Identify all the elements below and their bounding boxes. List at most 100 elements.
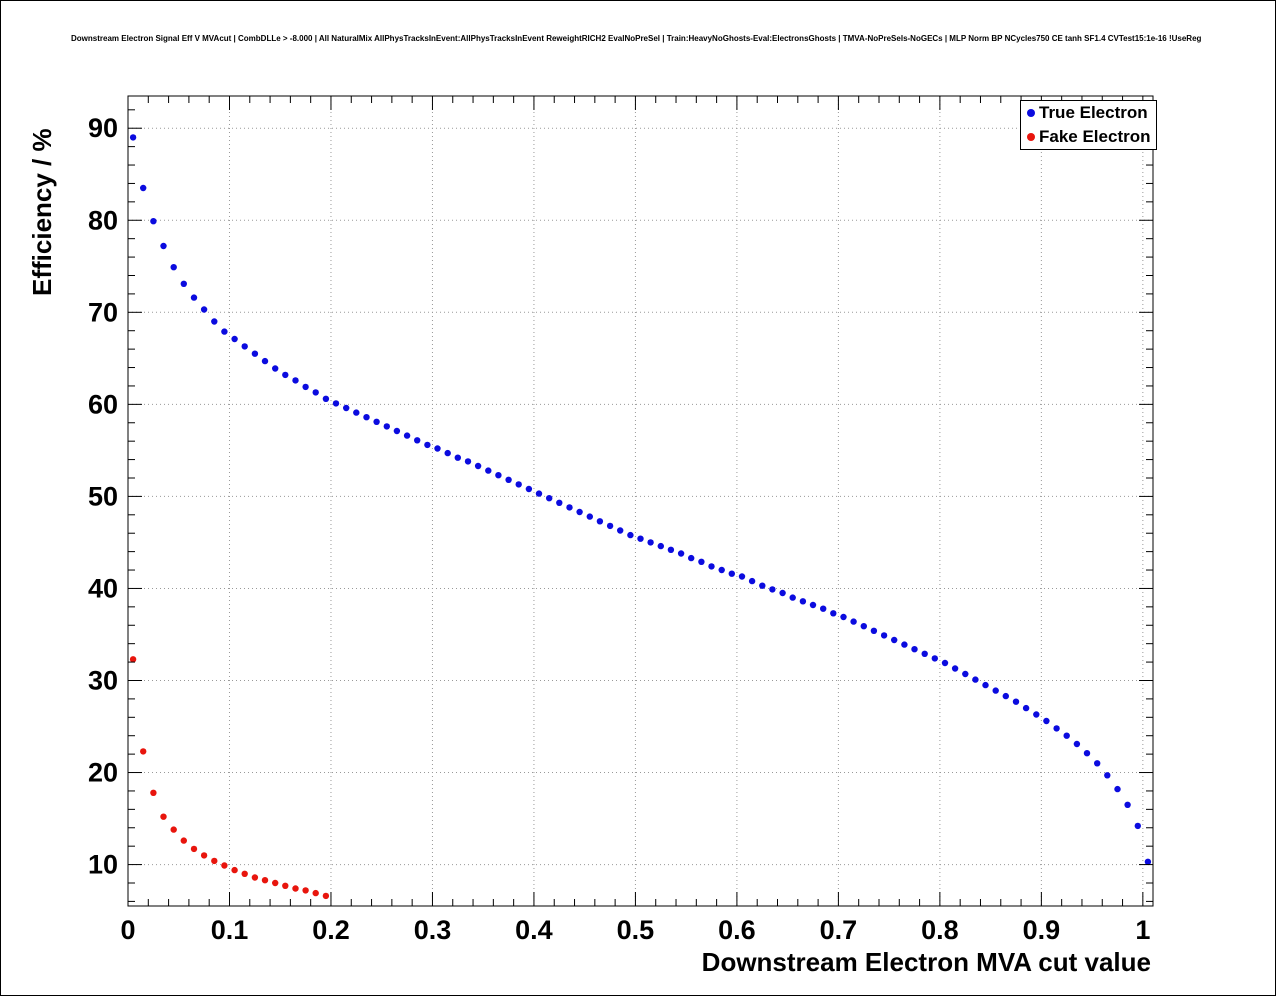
data-point bbox=[941, 659, 949, 667]
data-point bbox=[302, 383, 309, 391]
data-point bbox=[880, 632, 888, 639]
data-point bbox=[1114, 785, 1121, 793]
data-point bbox=[403, 432, 411, 439]
data-point bbox=[190, 845, 198, 853]
data-point bbox=[647, 539, 654, 546]
data-point bbox=[180, 837, 187, 844]
data-point bbox=[1033, 711, 1040, 718]
data-point bbox=[150, 218, 157, 225]
data-point bbox=[353, 409, 360, 416]
data-point bbox=[343, 404, 350, 412]
y-tick-label: 80 bbox=[88, 205, 118, 235]
data-point bbox=[200, 852, 208, 859]
data-point bbox=[1083, 750, 1091, 757]
data-point bbox=[606, 522, 614, 530]
data-point bbox=[1043, 717, 1050, 725]
data-point bbox=[840, 613, 847, 621]
data-point bbox=[393, 427, 401, 435]
data-point bbox=[231, 335, 238, 343]
plot-title: Downstream Electron Signal Eff V MVAcut … bbox=[71, 34, 1202, 43]
x-axis-tick-labels: 0 0.1 0.2 0.3 0.4 0.5 0.6 0.7 0.8 0.9 1 bbox=[120, 915, 1150, 945]
data-point bbox=[556, 499, 563, 506]
data-point bbox=[657, 542, 664, 550]
data-point bbox=[261, 877, 269, 884]
plot-frame bbox=[127, 95, 1154, 907]
y-tick-label: 30 bbox=[88, 666, 118, 696]
data-point bbox=[251, 874, 259, 881]
data-point bbox=[596, 518, 604, 525]
data-point bbox=[1144, 858, 1152, 865]
data-point bbox=[1094, 760, 1101, 767]
data-point bbox=[322, 395, 330, 402]
x-tick-label: 0.3 bbox=[414, 915, 452, 945]
y-tick-label: 40 bbox=[88, 573, 118, 603]
data-point bbox=[759, 582, 766, 589]
data-point bbox=[921, 650, 928, 657]
data-point bbox=[221, 328, 228, 335]
data-point bbox=[576, 508, 583, 516]
data-point bbox=[363, 414, 370, 421]
data-point bbox=[992, 687, 999, 694]
fake-electron-marker-icon bbox=[1027, 133, 1035, 141]
data-point bbox=[332, 400, 340, 407]
data-point bbox=[292, 885, 299, 892]
data-point bbox=[474, 462, 482, 470]
data-point bbox=[931, 655, 938, 662]
data-point bbox=[261, 357, 269, 365]
data-point bbox=[180, 280, 187, 287]
data-point bbox=[170, 826, 177, 833]
data-point bbox=[140, 184, 147, 192]
data-point bbox=[850, 618, 857, 625]
y-tick-label: 20 bbox=[88, 758, 118, 788]
data-point bbox=[414, 437, 421, 444]
data-point bbox=[282, 371, 289, 379]
data-point bbox=[454, 454, 461, 461]
data-point bbox=[982, 681, 989, 689]
data-point bbox=[515, 481, 522, 488]
series-true-electron bbox=[129, 134, 1152, 865]
data-point bbox=[160, 242, 167, 250]
data-point bbox=[383, 423, 390, 430]
data-point bbox=[566, 504, 573, 511]
data-point bbox=[211, 318, 218, 325]
data-point bbox=[728, 570, 735, 577]
data-point bbox=[586, 513, 593, 520]
data-point bbox=[779, 589, 786, 597]
data-point bbox=[911, 646, 918, 653]
x-tick-label: 0.5 bbox=[617, 915, 655, 945]
data-point bbox=[546, 495, 553, 502]
y-tick-label: 90 bbox=[88, 113, 118, 143]
data-point bbox=[617, 527, 624, 534]
data-point bbox=[1002, 692, 1009, 700]
x-tick-label: 0.6 bbox=[718, 915, 756, 945]
data-point bbox=[718, 566, 725, 574]
data-point bbox=[221, 862, 228, 869]
x-tick-label: 0.8 bbox=[921, 915, 959, 945]
data-point bbox=[190, 294, 198, 301]
data-point bbox=[891, 636, 898, 644]
data-point bbox=[424, 441, 431, 449]
x-tick-label: 0.1 bbox=[211, 915, 249, 945]
x-tick-label: 0.4 bbox=[515, 915, 553, 945]
data-point bbox=[769, 586, 776, 593]
data-point bbox=[951, 665, 959, 672]
data-point bbox=[505, 476, 512, 483]
y-axis-tick-labels: 10 20 30 40 50 60 70 80 90 bbox=[88, 113, 118, 879]
data-point bbox=[677, 550, 685, 557]
y-tick-label: 60 bbox=[88, 389, 118, 419]
legend-entry-fake-electron: Fake Electron bbox=[1021, 125, 1156, 149]
series-fake-electron bbox=[129, 656, 330, 900]
data-point bbox=[820, 605, 827, 612]
data-point bbox=[1053, 725, 1060, 732]
data-point bbox=[698, 558, 705, 565]
x-axis-title: Downstream Electron MVA cut value bbox=[701, 947, 1151, 977]
data-point bbox=[1073, 740, 1081, 748]
data-point bbox=[444, 449, 451, 457]
data-point bbox=[200, 306, 208, 313]
x-tick-label: 0 bbox=[120, 915, 135, 945]
data-point bbox=[637, 535, 644, 542]
data-point bbox=[799, 598, 807, 605]
data-point bbox=[170, 264, 177, 271]
data-point bbox=[272, 365, 279, 372]
data-point bbox=[129, 656, 137, 663]
